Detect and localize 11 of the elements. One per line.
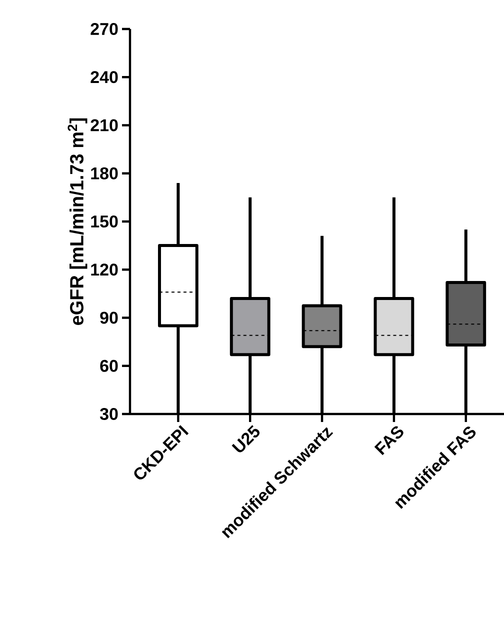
y-tick-label: 60 (100, 360, 118, 372)
y-tick-label: 30 (100, 408, 118, 420)
y-tick-label: 240 (90, 71, 118, 84)
x-tick-label: U25 (232, 425, 260, 452)
y-tick-label: 270 (90, 22, 118, 36)
y-tick-label: 90 (100, 312, 118, 324)
y-tick-label: 210 (90, 119, 118, 132)
y-axis-title: eGFR [mL/min/1.73 m$^{2}$] (68, 118, 88, 326)
y-tick-label: 120 (91, 264, 118, 276)
y-tick-label: 180 (91, 167, 118, 180)
y-tick-label: 150 (91, 215, 118, 228)
